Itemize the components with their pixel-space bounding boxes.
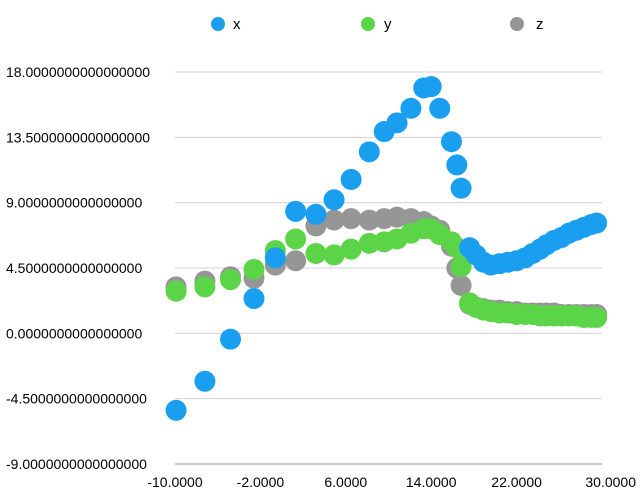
point-y xyxy=(340,238,362,260)
point-x xyxy=(305,203,327,225)
y-axis: -9.0000000000000000 -4.5000000000000000 0.… xyxy=(6,64,150,472)
y-tick-label: 18.0000000000000000 xyxy=(6,64,150,80)
legend-item-y: y xyxy=(361,16,392,33)
point-x xyxy=(586,212,608,234)
legend-label: x xyxy=(233,16,241,33)
point-x xyxy=(323,189,345,211)
legend-marker xyxy=(510,17,524,31)
legend-label: y xyxy=(384,16,392,33)
point-x xyxy=(165,399,187,421)
point-y xyxy=(323,244,345,266)
legend: x y z xyxy=(211,16,544,33)
point-y xyxy=(450,256,472,278)
point-x xyxy=(264,247,286,269)
point-z xyxy=(340,208,362,230)
y-tick-label: 0.0000000000000000 xyxy=(6,325,142,341)
x-tick-label: 6.0000 xyxy=(324,474,367,490)
point-y xyxy=(194,276,216,298)
point-x xyxy=(446,154,468,176)
point-x xyxy=(440,131,462,153)
y-tick-label: 4.5000000000000000 xyxy=(6,260,142,276)
x-tick-label: -2.0000 xyxy=(237,474,285,490)
point-y xyxy=(165,280,187,302)
point-x xyxy=(340,168,362,190)
legend-marker xyxy=(211,17,225,31)
legend-marker xyxy=(361,17,375,31)
point-x xyxy=(358,141,380,163)
legend-item-x: x xyxy=(211,16,241,33)
x-tick-label: 30.0000 xyxy=(585,474,636,490)
x-tick-label: -10.0000 xyxy=(147,474,202,490)
point-y xyxy=(586,306,608,328)
point-x xyxy=(450,177,472,199)
point-x xyxy=(243,287,265,309)
x-axis: -10.0000 -2.0000 6.0000 14.0000 22.0000 30.00… xyxy=(147,463,636,490)
point-x xyxy=(429,97,451,119)
y-tick-label: -4.5000000000000000 xyxy=(6,391,147,407)
legend-item-z: z xyxy=(510,16,544,33)
point-y xyxy=(285,228,307,250)
x-tick-label: 14.0000 xyxy=(406,474,457,490)
point-z xyxy=(323,209,345,231)
y-tick-label: 9.0000000000000000 xyxy=(6,195,142,211)
point-x xyxy=(194,370,216,392)
data-points xyxy=(165,76,608,421)
point-y xyxy=(305,242,327,264)
point-x xyxy=(386,112,408,134)
series-y xyxy=(165,218,608,328)
point-x xyxy=(400,97,422,119)
x-tick-label: 22.0000 xyxy=(491,474,542,490)
point-z xyxy=(450,274,472,296)
point-z xyxy=(285,250,307,272)
y-tick-label: -9.0000000000000000 xyxy=(6,456,147,472)
point-y xyxy=(220,269,242,291)
point-y xyxy=(243,258,265,280)
series-x xyxy=(165,76,608,421)
point-x xyxy=(420,76,442,98)
point-x xyxy=(220,328,242,350)
y-tick-label: 13.5000000000000000 xyxy=(6,129,150,145)
point-x xyxy=(285,200,307,222)
legend-label: z xyxy=(536,16,544,33)
